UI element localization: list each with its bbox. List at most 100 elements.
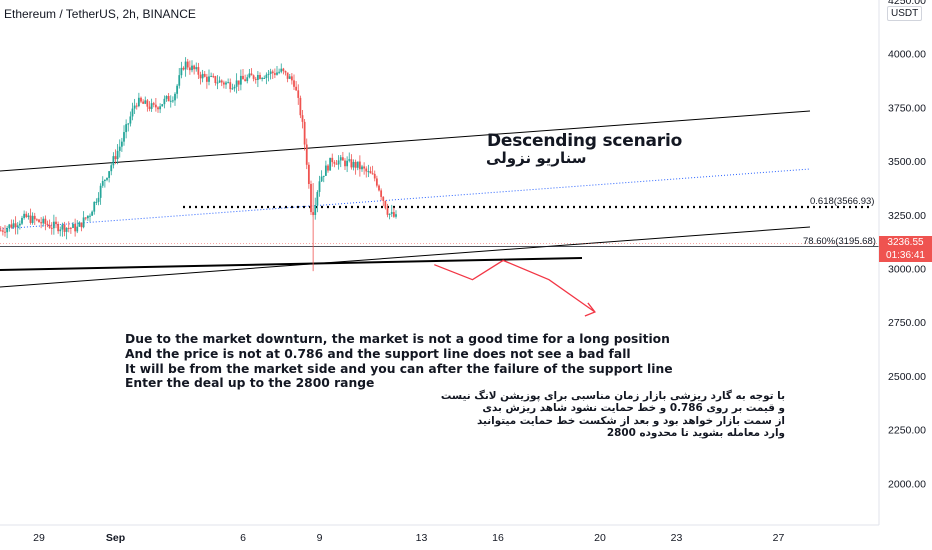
candle-body [335, 163, 338, 165]
candle-body [203, 73, 206, 77]
candle-body [167, 95, 170, 102]
candle-body [0, 230, 2, 232]
candle-body [72, 223, 74, 228]
candle-body [63, 224, 66, 232]
candle-body [127, 123, 130, 125]
time-tick-label: 6 [240, 532, 246, 544]
currency-unit-label[interactable]: USDT [887, 6, 923, 21]
candle-body [197, 67, 200, 75]
candle-body [337, 160, 340, 165]
candle-body [225, 82, 227, 85]
scenario-title-en: Descending scenario [487, 131, 683, 151]
time-tick-label: 13 [416, 532, 428, 544]
candle-body [120, 141, 123, 147]
candle-body [123, 132, 125, 142]
candle-body [101, 180, 104, 186]
candle-body [246, 77, 249, 82]
candle-body [369, 171, 372, 174]
candle-body [212, 75, 215, 77]
candle-body [386, 208, 389, 215]
candle-body [354, 161, 357, 168]
candle-body [112, 156, 115, 166]
candle-body [140, 97, 142, 102]
candle-body [86, 215, 89, 219]
candle-body [93, 201, 96, 212]
candle-body [103, 179, 106, 181]
price-tick-label: 3250.00 [888, 210, 926, 222]
candle-body [235, 80, 238, 87]
candle-body [201, 73, 204, 79]
channel-upper-line[interactable] [0, 110, 811, 172]
candle-body [244, 79, 247, 82]
candle-body [252, 75, 255, 79]
candle-body [23, 213, 26, 218]
candle-body [165, 95, 168, 99]
candle-body [67, 227, 70, 229]
support-line[interactable] [0, 257, 583, 271]
candle-body [299, 97, 302, 116]
candle-body [267, 73, 270, 75]
time-axis-ticks: 29 Sep 6 9 13 16 20 23 27 [33, 532, 784, 544]
fib-618-label: 0.618(3566.93) [810, 196, 874, 207]
candle-body [286, 72, 289, 79]
candle-body [148, 106, 151, 109]
candle-body [106, 177, 108, 180]
candle-body [269, 71, 272, 74]
candle-body [290, 76, 293, 81]
price-tick-label: 3500.00 [888, 156, 926, 168]
channel-lower-line[interactable] [0, 226, 811, 288]
candle-body [316, 191, 319, 206]
projection-arrow-head [584, 302, 596, 317]
candle-body [169, 100, 172, 102]
candle-body [297, 90, 300, 98]
candle-body [361, 166, 363, 170]
candle-body [14, 223, 17, 228]
candle-body [293, 80, 295, 87]
bar-countdown-tag: 01:36:41 [879, 249, 932, 262]
candle-body [135, 105, 138, 107]
candle-body [80, 222, 83, 228]
candle-body [8, 224, 11, 228]
channel-middle-dotted-line[interactable] [0, 168, 811, 230]
candle-body [378, 185, 380, 191]
candle-body [222, 82, 225, 85]
note-en-line: It will be from the market side and you … [125, 361, 673, 376]
candle-body [237, 80, 240, 85]
symbol-title[interactable]: Ethereum / TetherUS, 2h, BINANCE [4, 7, 196, 21]
candle-body [142, 101, 145, 104]
candle-body [137, 97, 140, 107]
candle-body [310, 183, 312, 213]
candle-body [380, 190, 383, 197]
candle-body [365, 168, 368, 172]
candle-body [25, 213, 28, 217]
candle-body [1, 230, 4, 232]
candle-body [12, 223, 15, 228]
price-tick-label: 3750.00 [888, 102, 926, 114]
candle-body [276, 72, 278, 75]
candle-body [390, 212, 393, 214]
candle-body [341, 157, 344, 161]
candle-body [220, 80, 223, 83]
candle-body [18, 223, 21, 226]
candle-body [188, 67, 191, 71]
candle-body [129, 116, 132, 124]
candle-body [82, 217, 85, 228]
candle-body [57, 224, 60, 232]
candle-body [239, 75, 242, 85]
candle-body [320, 176, 323, 182]
candle-body [199, 74, 202, 79]
price-axis-ticks: 2000.00 2250.00 2500.00 2750.00 3000.00 3250.… [888, 0, 926, 490]
projection-arrow-path[interactable] [434, 259, 596, 313]
note-en-line: Enter the deal up to the 2800 range [125, 376, 375, 391]
candle-body [78, 222, 81, 227]
candle-body [125, 124, 128, 133]
candle-body [110, 165, 113, 172]
note-fa-line: با توجه به گارد ریزشی بازار زمان مناسبی … [440, 390, 785, 402]
time-tick-label: 9 [317, 532, 323, 544]
candle-body [184, 61, 187, 70]
candle-body [329, 157, 332, 171]
candle-body [314, 205, 317, 215]
candle-body [273, 73, 276, 75]
candle-body [95, 201, 98, 203]
